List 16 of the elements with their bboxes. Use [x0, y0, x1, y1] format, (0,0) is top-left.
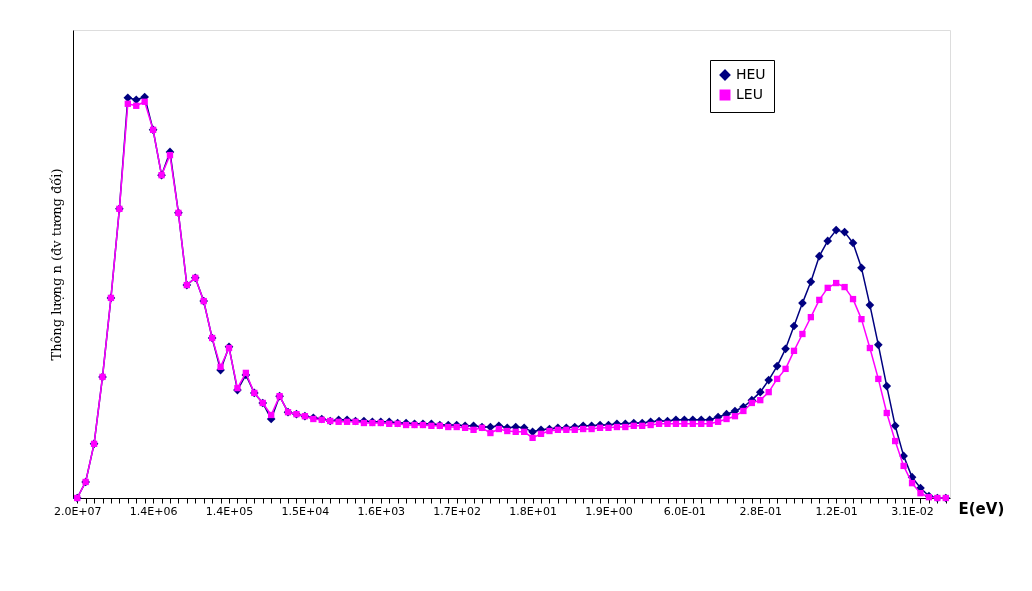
- x-tick-label: 1.7E+02: [433, 504, 482, 518]
- x-tick-label: 1.8E+01: [509, 504, 557, 518]
- x-axis-title: E(eV): [958, 499, 1005, 518]
- x-tick-label: 1.4E+05: [205, 504, 254, 518]
- x-tick-label: 1.5E+04: [281, 504, 330, 518]
- x-tick-label: 1.2E-01: [815, 504, 858, 518]
- legend-label: LEU: [736, 86, 763, 102]
- x-tick-label: 2.8E-01: [739, 504, 782, 518]
- x-tick-label: 1.6E+03: [357, 504, 406, 518]
- x-tick-label: 3.1E-02: [891, 504, 934, 518]
- x-tick-label: 1.9E+00: [585, 504, 633, 518]
- legend-label: HEU: [736, 66, 766, 82]
- x-tick-label: 6.0E-01: [663, 504, 707, 518]
- x-tick-label: 1.4E+06: [129, 504, 178, 518]
- x-tick-label: 2.0E+07: [53, 504, 102, 518]
- y-axis-title: Thông lượng n (đv tương đối): [48, 168, 64, 361]
